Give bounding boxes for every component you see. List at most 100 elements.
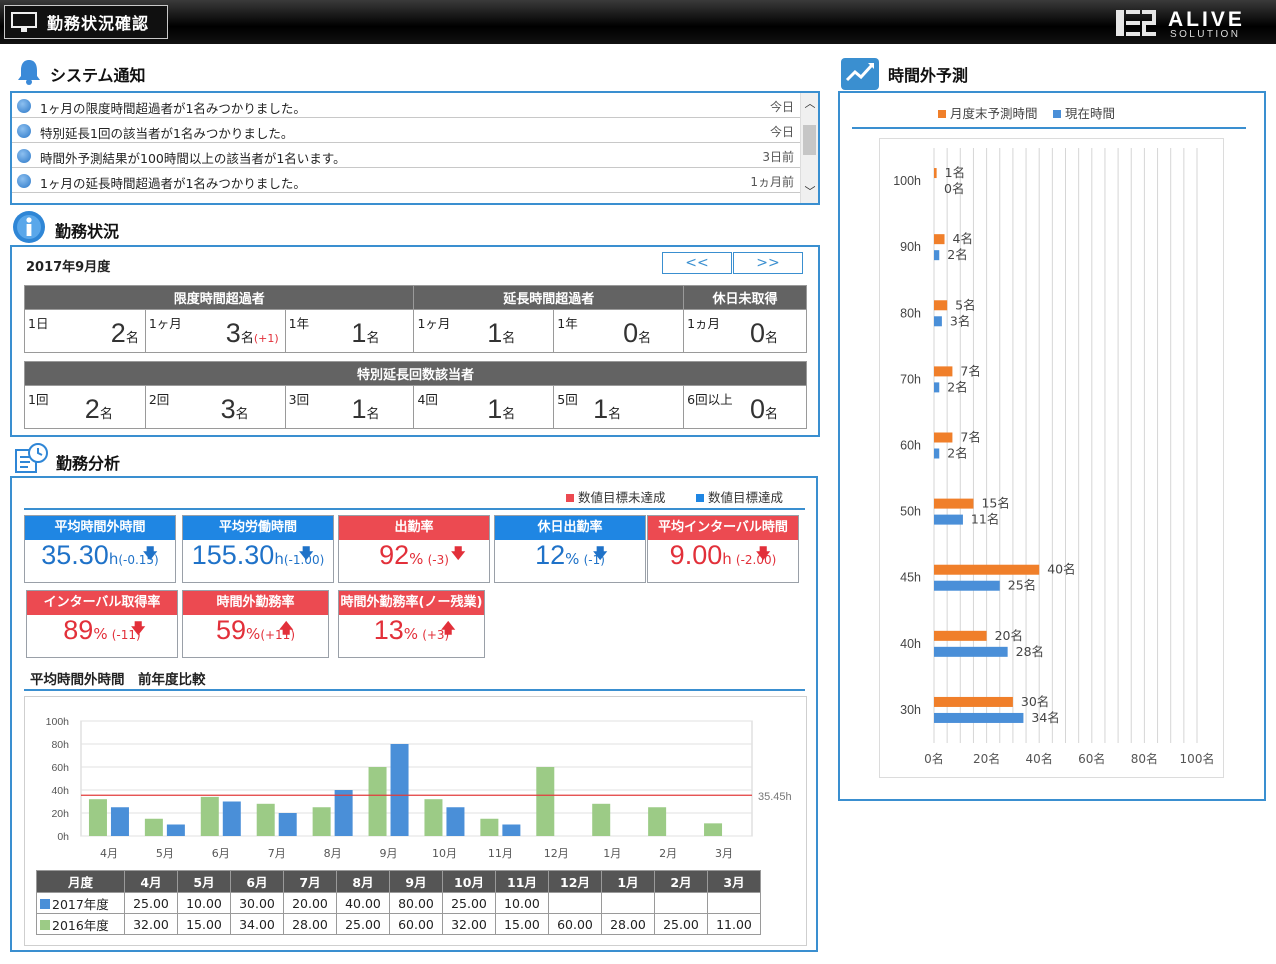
y-tick-label: 90h <box>900 240 921 254</box>
stat-cell[interactable]: 1回 2名 <box>24 385 146 429</box>
stat-cell[interactable]: 5回 1名 <box>553 385 685 429</box>
legend-unmet: 数値目標未達成 <box>566 487 666 506</box>
table-cell <box>601 892 655 914</box>
table-cell: 80.00 <box>389 892 443 914</box>
bar-current <box>934 250 940 261</box>
table-cell: 28.00 <box>283 913 337 935</box>
kpi-delta: (-11) <box>111 628 141 642</box>
stat-cell[interactable]: 1ヶ月 3名(+1) <box>144 309 286 353</box>
stat-cell[interactable]: 2回 3名 <box>144 385 286 429</box>
kpi-label: 平均インターバル時間 <box>648 516 798 540</box>
notification-date: 3日前 <box>762 150 794 164</box>
stat-cell[interactable]: 1年 0名 <box>553 309 685 353</box>
kpi-value: 35.30 <box>41 540 109 570</box>
kpi-card[interactable]: 平均時間外時間 35.30h(-0.15) 🡇 <box>24 515 176 583</box>
bullet-icon <box>17 149 31 163</box>
stat-cell[interactable]: 1ヵ月 0名 <box>683 309 807 353</box>
arrow-down-icon: 🡇 <box>756 546 771 562</box>
legend-blue-square <box>696 494 704 502</box>
legend-predicted-label: 月度末予測時間 <box>950 106 1038 121</box>
notification-date: 今日 <box>769 100 794 114</box>
logo-mark-icon <box>1116 10 1156 36</box>
kpi-card[interactable]: 平均インターバル時間 9.00h (-2.00) 🡇 <box>647 515 799 583</box>
notification-item[interactable]: 1ヶ月の延長時間超過者が1名みつかりました。 1ヵ月前 <box>12 168 800 193</box>
kpi-card[interactable]: 時間外勤務率 59%(+11) 🡅 <box>182 590 329 658</box>
notification-message: 特別延長1回の該当者が1名みつかりました。 <box>40 126 294 141</box>
stat-cell[interactable]: 1ヶ月 1名 <box>413 309 555 353</box>
bar-2017 <box>446 807 465 836</box>
comparison-title: 平均時間外時間 前年度比較 <box>30 672 206 688</box>
series-name: 2016年度 <box>52 917 109 933</box>
logo-text: ALIVE <box>1168 8 1245 31</box>
series-name: 2017年度 <box>52 896 109 912</box>
table-cell: 20.00 <box>283 892 337 914</box>
notification-scrollbar[interactable]: ︿ ﹀ <box>800 93 818 203</box>
data-label: 7名 <box>960 363 980 378</box>
y-tick-label: 30h <box>900 703 921 717</box>
stat-value: 0 <box>749 394 765 424</box>
month-column-header: 7月 <box>283 870 337 893</box>
prev-period-button[interactable]: << <box>662 252 732 274</box>
stat-cell[interactable]: 3回 1名 <box>284 385 415 429</box>
kpi-value: 155.30 <box>191 540 275 570</box>
stat-label: 1年 <box>557 316 578 331</box>
month-column-header: 11月 <box>495 870 549 893</box>
stat-label: 5回 <box>557 392 578 407</box>
month-column-header: 10月 <box>442 870 496 893</box>
series-swatch <box>40 919 50 930</box>
stat-label: 6回以上 <box>687 392 733 407</box>
kpi-unit: h <box>722 550 732 568</box>
month-column-header: 8月 <box>336 870 390 893</box>
stat-cell[interactable]: 4回 1名 <box>413 385 555 429</box>
table-cell <box>548 892 602 914</box>
bar-current <box>934 448 940 459</box>
scroll-thumb[interactable] <box>803 125 816 155</box>
kpi-value: 92 <box>379 540 410 570</box>
plot-area <box>80 720 753 837</box>
bar-forecast <box>934 498 974 509</box>
y-tick-label: 0h <box>57 831 69 843</box>
notification-message: 時間外予測結果が100時間以上の該当者が1名います。 <box>40 151 346 166</box>
work-status-title: 勤務状況 <box>55 222 120 241</box>
comparison-data-table: 月度 4月 5月 6月 7月 8月 9月 10月 11月 12月 1月 2月 3月 2017年度 25.0… <box>36 870 761 935</box>
kpi-card[interactable]: インターバル取得率 89% (-11) 🡇 <box>26 590 178 658</box>
data-label: 5名 <box>955 297 975 312</box>
stat-delta: (+1) <box>253 332 279 345</box>
kpi-card[interactable]: 休日出勤率 12% (-1) 🡇 <box>494 515 646 583</box>
bar-forecast <box>934 300 948 311</box>
y-tick-label: 80h <box>900 306 921 320</box>
analysis-clock-icon <box>15 443 48 473</box>
stat-cell[interactable]: 6回以上 0名 <box>683 385 807 429</box>
stat-value: 3 <box>220 394 236 424</box>
y-tick-label: 100h <box>893 174 921 188</box>
notification-item[interactable]: 特別延長1回の該当者が1名みつかりました。 今日 <box>12 118 800 143</box>
data-label: 3名 <box>950 313 970 328</box>
bar-forecast <box>934 564 1040 575</box>
table-cell: 30.00 <box>230 892 284 914</box>
x-tick-label: 60名 <box>1078 751 1105 766</box>
kpi-delta: (-1.00) <box>283 553 325 567</box>
notification-item[interactable]: 1ヶ月の限度時間超過者が1名みつかりました。 今日 <box>12 93 800 118</box>
bar-2016 <box>592 803 611 836</box>
notification-item[interactable]: 時間外予測結果が100時間以上の該当者が1名います。 3日前 <box>12 143 800 168</box>
stat-cell[interactable]: 1日 2名 <box>24 309 146 353</box>
kpi-delta: (-3) <box>427 553 449 567</box>
y-tick-label: 40h <box>900 637 921 651</box>
stat-cell[interactable]: 1年 1名 <box>284 309 415 353</box>
table-cell <box>707 892 761 914</box>
x-tick-label: 5月 <box>156 847 174 860</box>
month-column-header: 2月 <box>654 870 708 893</box>
scroll-down-icon[interactable]: ﹀ <box>804 185 816 198</box>
bar-current <box>934 382 940 393</box>
next-period-button[interactable]: >> <box>733 252 803 274</box>
kpi-card[interactable]: 平均労働時間 155.30h(-1.00) 🡇 <box>182 515 334 583</box>
x-tick-label: 40名 <box>1026 751 1053 766</box>
kpi-card[interactable]: 出勤率 92% (-3) 🡇 <box>338 515 490 583</box>
bar-2016 <box>88 799 107 836</box>
stat-label: 1年 <box>288 316 310 331</box>
stat-unit: 名 <box>638 331 652 346</box>
stat-value: 1 <box>487 318 503 348</box>
bar-forecast <box>934 630 987 641</box>
scroll-up-icon[interactable]: ︿ <box>804 97 816 110</box>
kpi-card[interactable]: 時間外勤務率(ノー残業) 13% (+3) 🡅 <box>338 590 485 658</box>
